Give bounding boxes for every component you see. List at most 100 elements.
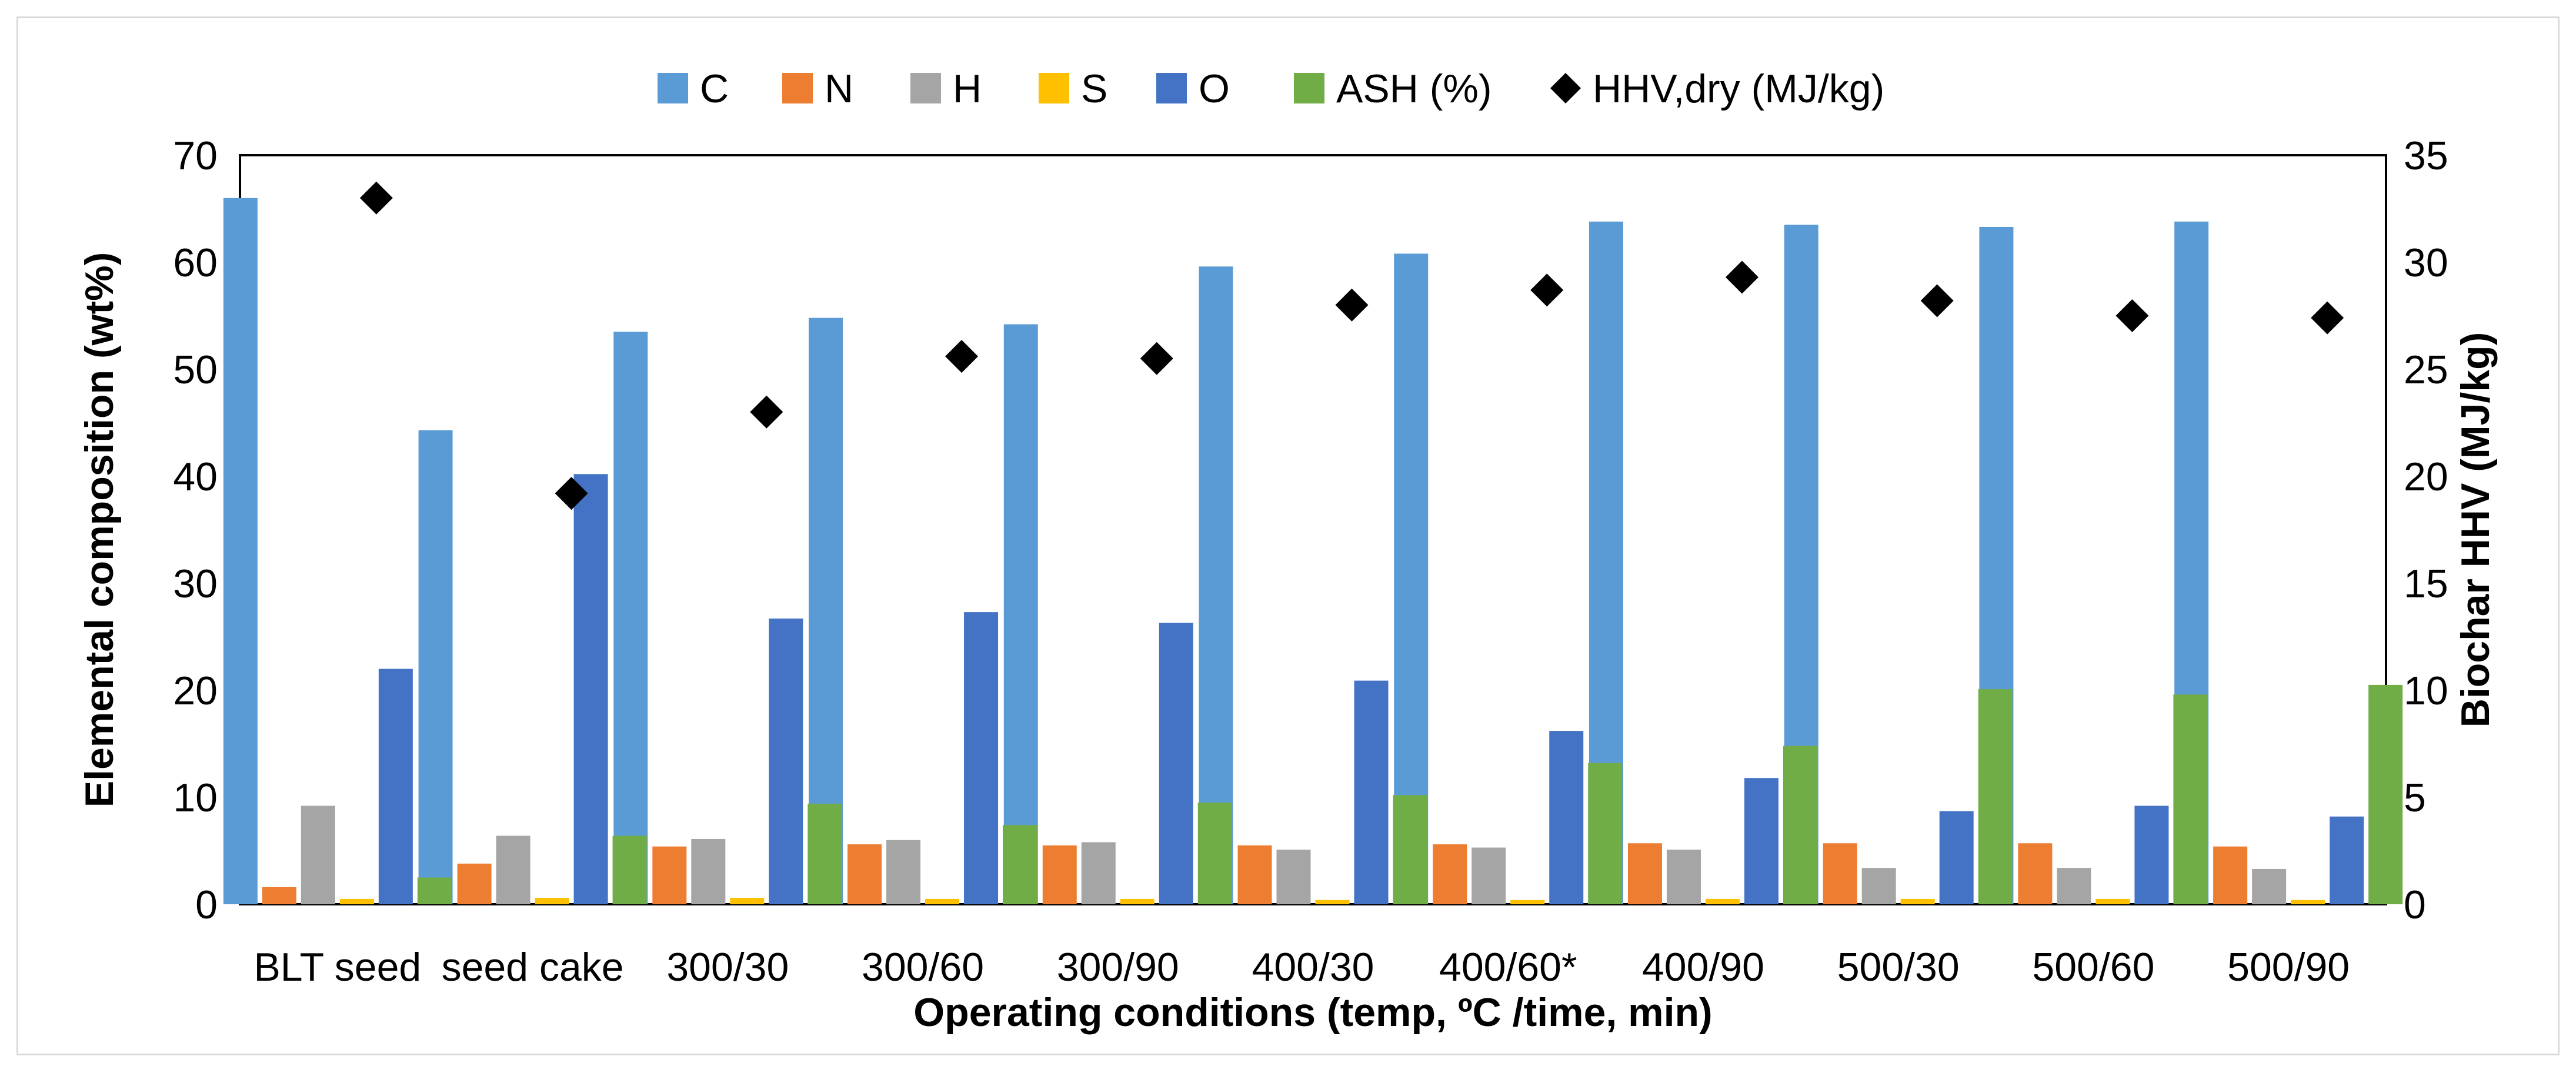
y-tick-label: 40 xyxy=(173,454,218,499)
bar-ash-400-60 xyxy=(1588,763,1623,904)
bar-s-seed-cake xyxy=(535,898,569,904)
legend-swatch-h xyxy=(910,73,941,103)
bar-s-500-60 xyxy=(2095,898,2130,904)
plot-area xyxy=(239,154,2387,905)
bar-c-400-30 xyxy=(1199,266,1233,904)
bar-s-blt-seed xyxy=(339,898,374,904)
bar-s-400-90 xyxy=(1705,898,1740,904)
legend-label: ASH (%) xyxy=(1336,66,1491,111)
bar-n-500-60 xyxy=(2018,843,2053,904)
bar-n-300-30 xyxy=(652,846,687,904)
bar-h-500-30 xyxy=(1861,868,1896,904)
bar-ash-400-90 xyxy=(1783,746,1817,904)
x-tick-label: 300/90 xyxy=(1057,945,1179,990)
bar-s-300-60 xyxy=(925,898,960,904)
bar-ash-400-30 xyxy=(1393,795,1427,904)
bar-s-400-60 xyxy=(1510,900,1545,904)
bar-n-300-90 xyxy=(1042,845,1077,904)
x-tick-label: 300/30 xyxy=(666,945,789,990)
legend-label: H xyxy=(953,66,982,111)
y-tick-label: 20 xyxy=(173,668,218,713)
hhv-marker-blt-seed xyxy=(359,181,393,215)
bar-h-400-30 xyxy=(1276,850,1311,904)
bar-h-300-30 xyxy=(691,838,726,904)
bar-o-300-60 xyxy=(964,612,999,904)
bar-ash-300-30 xyxy=(807,803,842,904)
y2-tick-label: 30 xyxy=(2404,240,2448,285)
y-tick-label: 10 xyxy=(173,775,218,820)
y2-tick-label: 10 xyxy=(2404,668,2448,713)
hhv-marker-seed-cake xyxy=(555,477,588,510)
bar-h-400-60 xyxy=(1471,847,1506,904)
x-axis-title: Operating conditions (temp, ºC /time, mi… xyxy=(913,990,1712,1035)
legend-label: HHV,dry (MJ/kg) xyxy=(1593,66,1884,111)
hhv-marker-500-60 xyxy=(2115,299,2149,332)
bar-ash-500-60 xyxy=(2173,694,2208,904)
bar-h-seed-cake xyxy=(496,835,530,904)
hhv-marker-400-60 xyxy=(1530,273,1564,307)
legend-swatch-n xyxy=(782,73,813,103)
y-tick-label: 70 xyxy=(173,133,218,178)
bar-ash-500-90 xyxy=(2368,684,2403,904)
y2-tick-label: 15 xyxy=(2404,561,2448,606)
bar-s-500-30 xyxy=(1900,898,1935,904)
bar-ash-300-90 xyxy=(1197,803,1232,904)
bar-o-blt-seed xyxy=(378,668,413,904)
legend-swatch-c xyxy=(658,73,688,103)
x-tick-label: 300/60 xyxy=(862,945,984,990)
bar-o-400-60 xyxy=(1549,731,1584,904)
hhv-marker-400-90 xyxy=(1725,260,1759,294)
y2-tick-label: 20 xyxy=(2404,454,2448,499)
y-tick-label: 0 xyxy=(195,883,218,927)
hhv-marker-300-60 xyxy=(945,340,979,373)
bar-h-400-90 xyxy=(1666,850,1701,904)
x-tick-label: 500/60 xyxy=(2032,945,2154,990)
y2-tick-label: 5 xyxy=(2404,775,2426,820)
legend-label: O xyxy=(1199,66,1230,111)
bar-s-300-90 xyxy=(1120,898,1154,904)
bar-ash-300-60 xyxy=(1003,825,1037,904)
legend-swatch-hhv xyxy=(1550,73,1581,103)
bar-o-seed-cake xyxy=(573,474,608,904)
bar-o-500-60 xyxy=(2134,805,2169,904)
bar-s-300-30 xyxy=(730,898,765,904)
bar-ash-500-30 xyxy=(1978,689,2013,904)
bar-o-400-30 xyxy=(1354,680,1389,904)
bar-h-300-60 xyxy=(886,840,921,904)
bar-o-300-30 xyxy=(769,619,803,904)
bar-s-500-90 xyxy=(2291,900,2325,904)
hhv-marker-400-30 xyxy=(1335,288,1369,322)
bar-h-500-60 xyxy=(2057,868,2091,904)
bar-c-seed-cake xyxy=(418,430,453,904)
y-tick-label: 60 xyxy=(173,240,218,285)
hhv-marker-300-30 xyxy=(750,395,783,429)
bar-o-400-90 xyxy=(1744,778,1778,904)
bar-s-400-30 xyxy=(1315,900,1350,904)
y2-tick-label: 35 xyxy=(2404,133,2448,178)
bar-h-500-90 xyxy=(2252,868,2287,904)
legend-label: C xyxy=(700,66,729,111)
bar-o-500-30 xyxy=(1939,811,1974,904)
bar-n-300-60 xyxy=(847,844,882,904)
hhv-marker-500-90 xyxy=(2311,301,2344,335)
y2-tick-label: 25 xyxy=(2404,347,2448,392)
legend-swatch-o xyxy=(1156,73,1187,103)
bar-o-300-90 xyxy=(1159,623,1193,904)
bar-c-blt-seed xyxy=(223,198,258,904)
legend-label: N xyxy=(825,66,853,111)
hhv-marker-300-90 xyxy=(1140,342,1173,375)
legend-swatch-s xyxy=(1039,73,1069,103)
bar-ash-seed-cake xyxy=(612,835,647,904)
y2-axis-title: Biochar HHV (MJ/kg) xyxy=(2453,332,2498,728)
y-tick-label: 30 xyxy=(173,561,218,606)
bar-h-300-90 xyxy=(1081,842,1116,904)
hhv-marker-500-30 xyxy=(1920,284,1954,317)
bar-c-300-30 xyxy=(613,332,648,904)
y-axis-title: Elemental composition (wt%) xyxy=(77,252,122,808)
legend-label: S xyxy=(1081,66,1107,111)
x-tick-label: seed cake xyxy=(442,945,624,990)
bar-h-blt-seed xyxy=(301,805,335,904)
y2-tick-label: 0 xyxy=(2404,883,2426,927)
x-tick-label: 400/90 xyxy=(1642,945,1764,990)
